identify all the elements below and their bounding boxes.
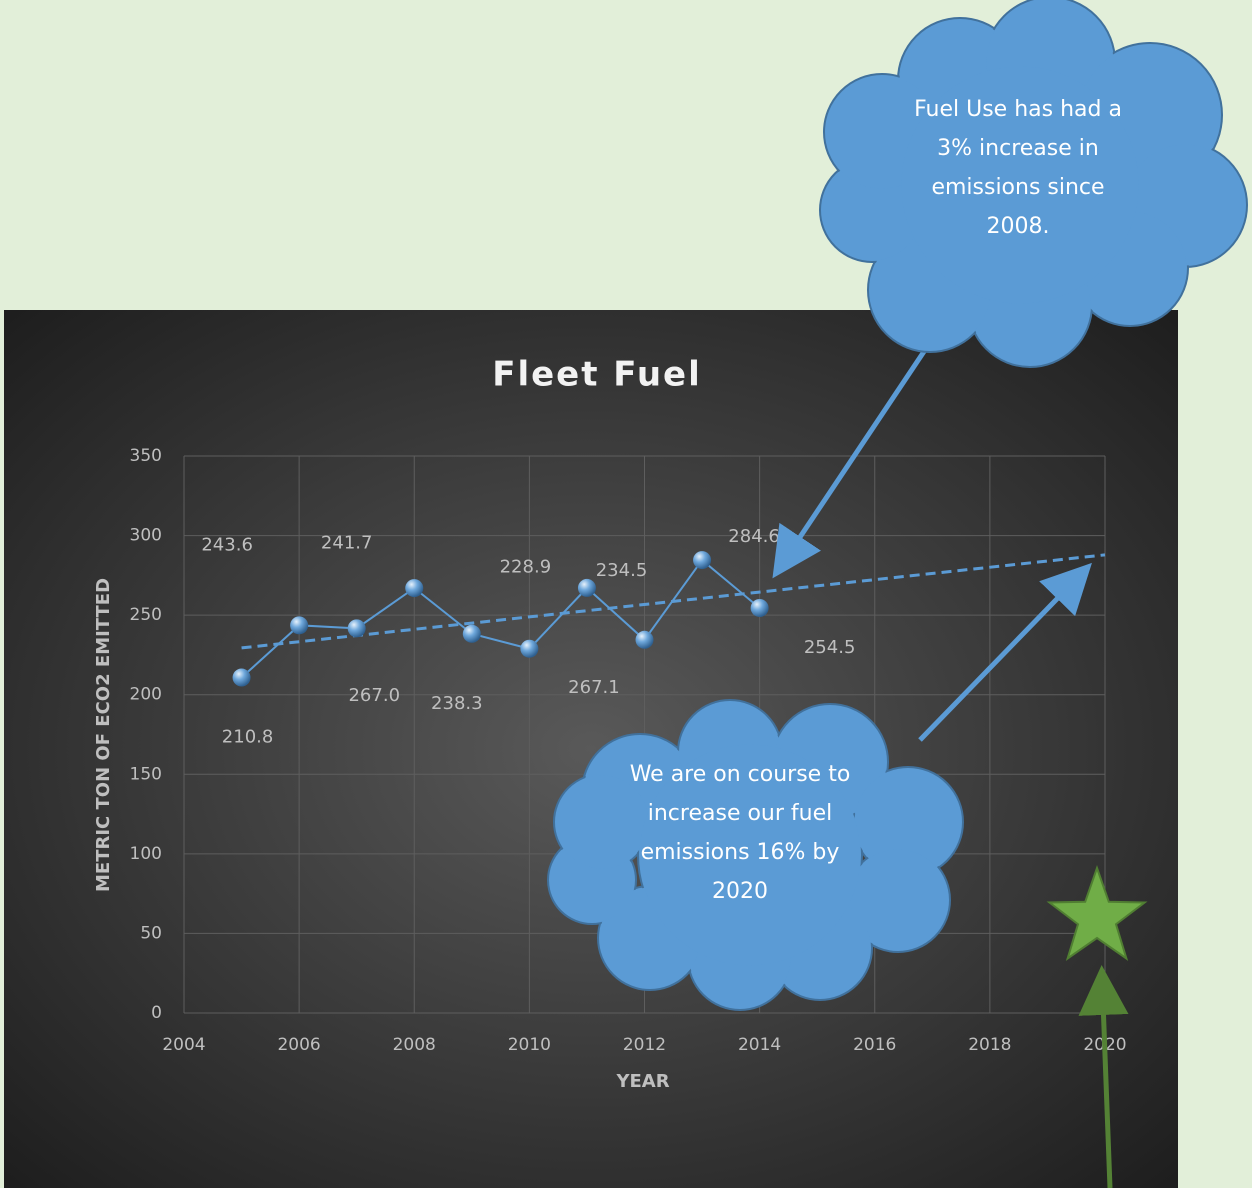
star (1046, 864, 1148, 961)
data-point (405, 579, 424, 598)
x-tick-label: 2016 (853, 1035, 896, 1055)
cloud-fill (555, 775, 649, 869)
data-label: 241.7 (321, 532, 373, 553)
data-point (693, 551, 712, 570)
y-tick-label: 300 (130, 526, 162, 546)
x-axis-label: YEAR (615, 1071, 669, 1092)
data-point (232, 668, 251, 687)
data-point (462, 624, 481, 643)
x-tick-label: 2012 (623, 1035, 666, 1055)
annotations (547, 0, 1248, 1188)
x-tick-label: 2004 (162, 1035, 205, 1055)
data-point (750, 598, 769, 617)
chart-title: Fleet Fuel (492, 355, 702, 395)
arrow (1078, 965, 1129, 1188)
y-axis-label: METRIC TON OF ECO2 EMITTED (93, 578, 114, 892)
chart-panel (4, 310, 1178, 1188)
x-tick-label: 2018 (968, 1035, 1011, 1055)
annotation: We are on course to increase our fuel em… (629, 762, 851, 904)
data-label: 238.3 (431, 693, 483, 714)
cloud-fill (847, 849, 949, 951)
cloud-fill (901, 66, 1139, 304)
y-tick-label: 150 (130, 764, 162, 784)
data-label: 267.0 (348, 685, 400, 706)
y-tick-label: 100 (130, 844, 162, 864)
x-tick-label: 2008 (393, 1035, 436, 1055)
data-point (520, 639, 539, 658)
data-label: 228.9 (500, 557, 552, 578)
annotation: Fuel Use has had a 3% increase in emissi… (914, 97, 1122, 239)
series-line (240, 558, 761, 679)
cloud (819, 0, 1248, 368)
data-point (635, 630, 654, 649)
y-tick-label: 350 (130, 446, 162, 466)
data-label: 254.5 (804, 637, 856, 658)
data-point (347, 619, 366, 638)
data-point (290, 616, 309, 635)
data-label: 243.6 (201, 534, 253, 555)
cloud-fill (639, 744, 861, 966)
data-label: 267.1 (568, 677, 620, 698)
cloud (547, 699, 964, 1011)
x-tick-label: 2006 (277, 1035, 320, 1055)
data-label: 284.6 (728, 526, 780, 547)
y-tick-label: 0 (151, 1003, 162, 1023)
y-tick-label: 200 (130, 685, 162, 705)
data-point (577, 578, 596, 597)
data-label: 210.8 (222, 727, 274, 748)
x-tick-label: 2014 (738, 1035, 781, 1055)
x-tick-label: 2010 (508, 1035, 551, 1055)
y-tick-label: 50 (140, 923, 162, 943)
y-tick-label: 250 (130, 605, 162, 625)
arrow (772, 348, 928, 579)
data-label: 234.5 (596, 560, 648, 581)
arrow (918, 562, 1092, 742)
cloud-fill (854, 768, 962, 876)
